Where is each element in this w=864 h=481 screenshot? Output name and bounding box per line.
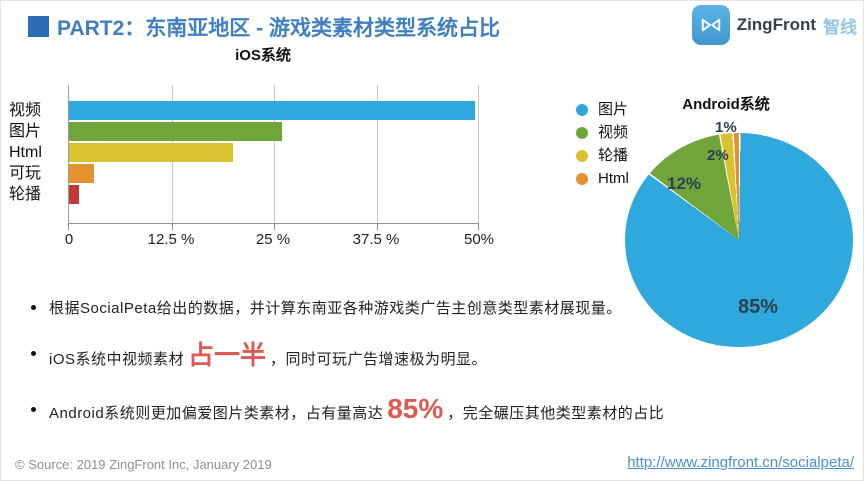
bar-row [69, 122, 479, 143]
legend-dot-image [576, 104, 588, 116]
legend-item: 图片 [576, 102, 629, 118]
axis-tick [171, 223, 173, 230]
socialpeta-link[interactable]: http://www.zingfront.cn/socialpeta/ [627, 454, 854, 471]
category-label: Html [9, 144, 42, 161]
source-attribution: © Source: 2019 ZingFront Inc, January 20… [15, 457, 272, 472]
bullet-text-pre: Android系统则更加偏爱图片类素材，占有量高达 [49, 405, 384, 422]
legend-dot-html [576, 173, 588, 185]
bar-carousel [69, 185, 79, 204]
legend-label: Html [598, 170, 629, 187]
category-label: 轮播 [9, 186, 42, 203]
legend-item: 视频 [576, 125, 629, 141]
gridline [376, 85, 378, 223]
axis-tick [274, 223, 275, 230]
pie-chart-title: Android系统 [682, 96, 770, 113]
bar-row [69, 143, 479, 164]
legend-label: 轮播 [598, 147, 629, 164]
bar-row [69, 101, 479, 122]
bar-series [69, 101, 479, 206]
pie-value-label: 2% [707, 147, 729, 164]
bullet-point: 根据SocialPeta给出的数据，并计算东南亚各种游戏类广告主创意类型素材展现… [31, 297, 622, 317]
bullet-point: Android系统则更加偏爱图片类素材，占有量高达 85% ，完全碾压其他类型素材的… [31, 393, 664, 425]
pie-value-label: 85% [738, 296, 779, 318]
logo-brand-text: ZingFront [736, 15, 816, 34]
bar-video [69, 101, 475, 120]
pie-value-label: 1% [715, 119, 737, 136]
x-axis-tick-label: 50% [463, 231, 495, 248]
legend-label: 视频 [598, 124, 629, 141]
x-axis-tick-label: 0 [64, 231, 74, 248]
bullet-dot [31, 406, 36, 412]
legend-label: 图片 [598, 101, 629, 118]
bullet-text: Android系统则更加偏爱图片类素材，占有量高达 85% ，完全碾压其他类型素材的… [49, 393, 664, 425]
bullet-dot [31, 350, 36, 356]
bar-row [69, 164, 479, 185]
legend-item: Html [576, 171, 629, 187]
axis-tick [68, 223, 69, 230]
category-label: 图片 [9, 123, 42, 140]
x-axis-tick-label: 12.5 % [147, 231, 195, 248]
bullet-text-pre: iOS系统中视频素材 [49, 350, 185, 368]
pie-legend: 图片 视频 轮播 Html [576, 102, 629, 194]
legend-dot-video [576, 127, 588, 139]
zingfront-logo: ZingFront 智线 [691, 5, 857, 45]
x-axis-tick-label: 37.5 % [352, 231, 400, 248]
bar-row [69, 185, 479, 206]
bar-chart-category-labels: 视频 图片 Html 可玩 轮播 [9, 100, 42, 205]
bar-chart-plot-area [68, 85, 479, 230]
title-marker-square [28, 16, 49, 37]
bar-playable [69, 164, 94, 183]
x-axis-tick-label: 25 % [255, 231, 291, 248]
page-title: PART2：东南亚地区 - 游戏类素材类型系统占比 [57, 17, 500, 40]
legend-dot-carousel [576, 150, 588, 162]
bullet-point: iOS系统中视频素材 占一半 ，同时可玩广告增速极为明显。 [31, 338, 487, 370]
android-pie [625, 133, 853, 347]
logo-brand-cn-text: 智线 [823, 17, 857, 37]
bullet-text: iOS系统中视频素材 占一半 ，同时可玩广告增速极为明显。 [49, 335, 487, 372]
bar-chart-title: iOS系统 [235, 47, 291, 64]
category-label: 可玩 [9, 165, 42, 182]
bullet-text-post: ，完全碾压其他类型素材的占比 [447, 405, 665, 422]
zingfront-bowtie-icon [691, 5, 730, 45]
bar-image [69, 122, 283, 141]
bullet-dot [31, 304, 36, 310]
legend-item: 轮播 [576, 148, 629, 164]
bullet-text: 根据SocialPeta给出的数据，并计算东南亚各种游戏类广告主创意类型素材展现… [49, 299, 622, 317]
pie-value-label: 12% [667, 174, 702, 193]
highlight-text: 占一半 [188, 339, 267, 370]
bullet-text-post: ，同时可玩广告增速极为明显。 [270, 350, 488, 368]
gridline [274, 85, 275, 223]
axis-tick [376, 223, 378, 230]
bar-html [69, 143, 233, 162]
category-label: 视频 [9, 102, 42, 119]
gridline [478, 85, 479, 223]
highlight-text: 85% [387, 393, 444, 424]
axis-tick [478, 223, 479, 230]
